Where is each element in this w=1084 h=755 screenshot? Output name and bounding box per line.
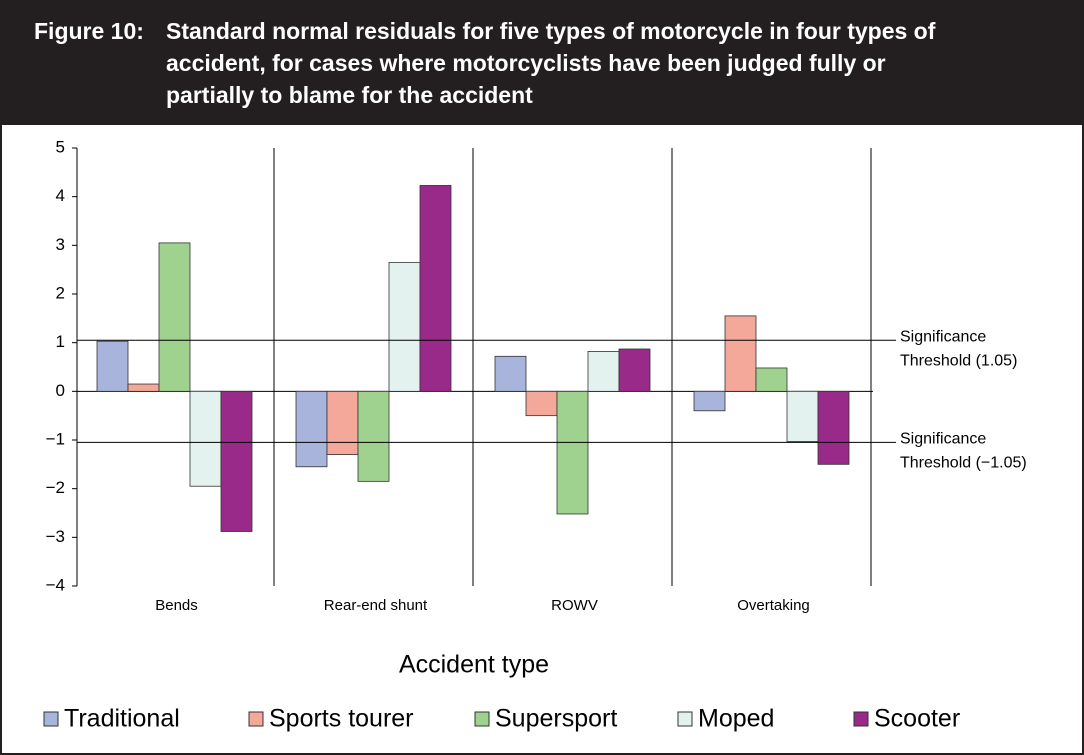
legend-label: Sports tourer (269, 705, 414, 733)
bar (96, 340, 129, 392)
header-band (0, 0, 1084, 125)
threshold-label: Significance (900, 328, 986, 345)
bar (158, 242, 191, 392)
x-tick-label: Rear-end shunt (324, 597, 428, 614)
legend-label: Moped (698, 705, 774, 733)
bar (419, 185, 452, 392)
bar (220, 390, 253, 532)
legend-swatch (248, 711, 264, 727)
y-tick-label: 3 (56, 235, 65, 254)
y-tick-label: −4 (46, 575, 65, 594)
legend-label: Scooter (874, 705, 960, 733)
bar (724, 315, 757, 392)
title-line: accident, for cases where motorcyclists … (166, 50, 886, 76)
y-tick-label: 4 (56, 186, 65, 205)
bar (556, 390, 589, 515)
legend-label: Supersport (495, 705, 617, 733)
bar (494, 355, 527, 392)
bar (693, 390, 726, 412)
y-tick-label: −1 (46, 429, 65, 448)
bar (388, 261, 421, 392)
legend-label: Traditional (64, 705, 180, 733)
title-line: partially to blame for the accident (166, 82, 533, 108)
bar (786, 390, 819, 442)
bar (295, 390, 328, 468)
x-tick-label: ROWV (551, 597, 598, 614)
bar (326, 390, 359, 456)
y-tick-label: 0 (56, 381, 65, 400)
bar (817, 390, 850, 465)
y-tick-label: 5 (56, 137, 65, 156)
legend-swatch (677, 711, 693, 727)
x-tick-label: Bends (155, 597, 198, 614)
legend-swatch (43, 711, 59, 727)
legend-swatch (853, 711, 869, 727)
bar (755, 367, 788, 392)
y-tick-label: −2 (46, 478, 65, 497)
legend-swatch (474, 711, 490, 727)
threshold-label: Threshold (−1.05) (900, 455, 1027, 472)
threshold-label: Threshold (1.05) (900, 352, 1017, 369)
bar (587, 351, 620, 392)
y-tick-label: −3 (46, 527, 65, 546)
figure-label: Figure 10: (34, 18, 144, 44)
title-line: Standard normal residuals for five types… (166, 18, 936, 44)
threshold-label: Significance (900, 431, 986, 448)
x-axis-label: Accident type (399, 651, 549, 679)
y-tick-label: 2 (56, 283, 65, 302)
bar (525, 390, 558, 417)
y-tick-label: 1 (56, 332, 65, 351)
bar (127, 383, 160, 392)
bar (357, 390, 390, 482)
x-tick-label: Overtaking (737, 597, 810, 614)
bar (189, 390, 222, 487)
bar (618, 348, 651, 392)
